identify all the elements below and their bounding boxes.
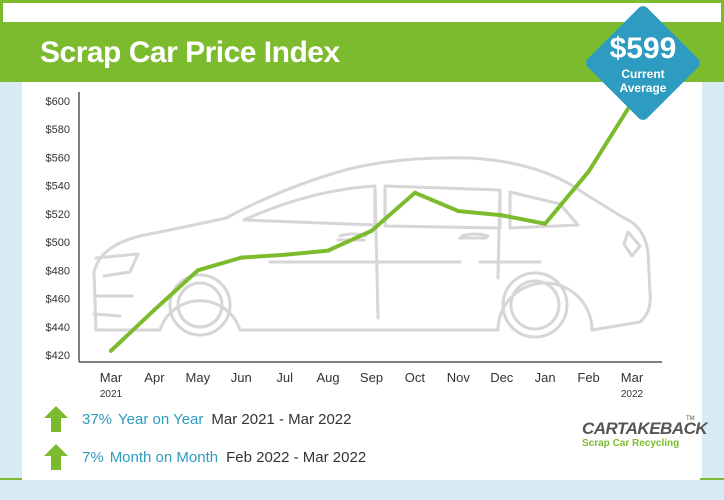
stat-percent: 37% xyxy=(82,410,113,428)
y-tick-label: $520 xyxy=(46,209,70,221)
x-tick-label: Apr xyxy=(144,370,165,385)
stat-month-on-month: 7% Month on Month Feb 2022 - Mar 2022 xyxy=(44,444,366,470)
x-tick-label: Sep xyxy=(360,370,383,385)
x-tick-label: Nov xyxy=(447,370,471,385)
data-point xyxy=(499,213,504,218)
data-point xyxy=(586,169,591,174)
x-tick-label: Mar xyxy=(100,370,123,385)
x-tick-label: Jul xyxy=(276,370,293,385)
current-average-badge: $599 Current Average xyxy=(583,3,703,123)
x-tick-sublabel: 2022 xyxy=(621,389,644,400)
x-tick-sublabel: 2021 xyxy=(100,389,123,400)
y-tick-label: $540 xyxy=(46,181,70,193)
badge-price: $599 xyxy=(609,32,677,65)
stat-range: Feb 2022 - Mar 2022 xyxy=(226,448,367,466)
stat-range: Mar 2021 - Mar 2022 xyxy=(211,410,352,428)
badge-label: Current Average xyxy=(584,67,702,95)
data-point xyxy=(195,268,200,273)
x-tick-label: Feb xyxy=(577,370,599,385)
data-point xyxy=(282,252,287,257)
data-point xyxy=(543,221,548,226)
logo-tagline: Scrap Car Recycling xyxy=(582,438,680,449)
x-tick-label: Oct xyxy=(405,370,426,385)
data-point xyxy=(326,248,331,253)
y-tick-label: $440 xyxy=(46,322,70,334)
data-point xyxy=(109,348,113,353)
data-point xyxy=(369,228,374,233)
data-point xyxy=(412,190,417,195)
chart-axes xyxy=(78,92,662,363)
stat-percent: 7% xyxy=(82,448,104,466)
car-outline-illustration xyxy=(92,156,652,339)
data-point xyxy=(456,209,461,214)
badge-label-line1: Current xyxy=(621,67,665,81)
y-tick-label: $500 xyxy=(46,237,70,249)
x-tick-label: May xyxy=(186,370,211,385)
y-axis-labels: $420 $440 $460 $480 $500 $520 $540 $560 $580 $600 xyxy=(46,96,70,362)
data-point xyxy=(152,307,157,312)
y-tick-label: $600 xyxy=(46,96,70,108)
page-title: Scrap Car Price Index xyxy=(40,36,340,69)
chart-panel xyxy=(22,82,700,480)
y-tick-label: $460 xyxy=(46,294,70,306)
y-tick-label: $560 xyxy=(46,152,70,164)
up-arrow-icon xyxy=(44,406,68,432)
background-right xyxy=(702,82,724,480)
data-point xyxy=(239,255,244,260)
logo-wordmark: CARTAKEBACK xyxy=(582,419,708,438)
stat-description: Year on Year xyxy=(118,410,204,428)
y-tick-label: $420 xyxy=(46,350,70,362)
badge-label-line2: Average xyxy=(619,81,667,95)
stat-description: Month on Month xyxy=(109,448,219,466)
x-tick-label: Jan xyxy=(535,370,556,385)
series-line xyxy=(109,100,634,353)
logo-trademark: TM xyxy=(686,416,695,422)
stat-year-on-year: 37% Year on Year Mar 2021 - Mar 2022 xyxy=(44,406,351,432)
y-tick-label: $580 xyxy=(46,124,70,136)
x-axis-labels: Mar 2021 Apr May Jun Jul Aug Sep Oct Nov Dec Jan Feb… xyxy=(100,370,644,400)
up-arrow-icon xyxy=(44,444,68,470)
x-tick-label: Mar xyxy=(621,370,644,385)
cartakeback-logo: CARTAKEBACK Scrap Car Recycling TM xyxy=(582,416,708,460)
y-tick-label: $480 xyxy=(46,265,70,277)
x-tick-label: Aug xyxy=(317,370,340,385)
x-tick-label: Jun xyxy=(231,370,252,385)
x-tick-label: Dec xyxy=(490,370,514,385)
background-left xyxy=(0,82,22,480)
